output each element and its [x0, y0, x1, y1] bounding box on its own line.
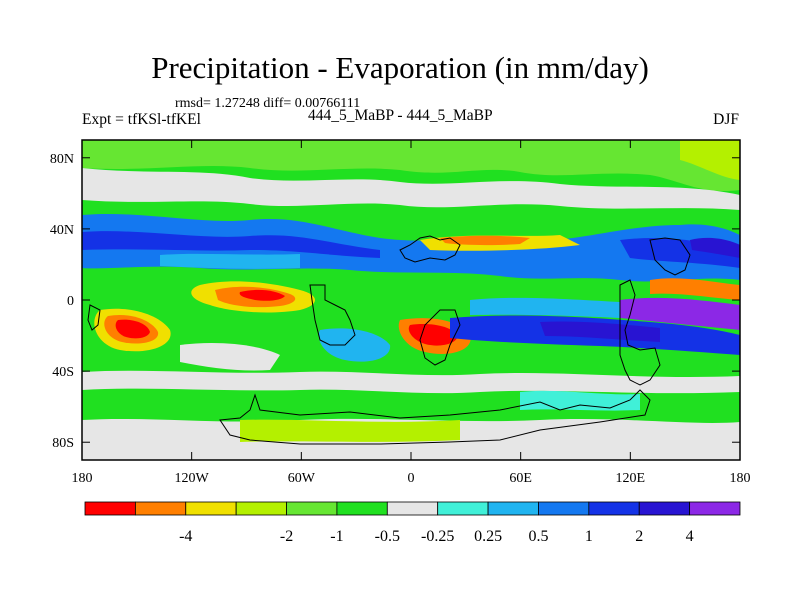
- lat-tick-label: 80N: [50, 152, 74, 167]
- colorbar-label: -4: [179, 528, 192, 545]
- experiment-name: 444_5_MaBP - 444_5_MaBP: [308, 107, 493, 124]
- longitude-axis: 180 120W 60W 0 60E 120E 180: [72, 140, 751, 486]
- lat-tick-label: 40S: [52, 365, 74, 380]
- colorbar-box: [638, 501, 691, 516]
- lon-tick-label: 180: [72, 471, 93, 486]
- season-label: DJF: [713, 111, 739, 128]
- colorbar-label: 0.5: [528, 528, 548, 545]
- colorbar-box: [185, 501, 237, 516]
- lat-tick-label: 40N: [50, 223, 74, 238]
- colorbar-label: 2: [635, 528, 643, 545]
- colorbar-box: [336, 501, 388, 516]
- colorbar-box: [538, 501, 590, 516]
- experiment-label: Expt = tfKSl-tfKEl: [82, 111, 201, 128]
- lon-tick-label: 60W: [288, 471, 316, 486]
- latitude-axis: 80N 40N 0 40S 80S: [50, 152, 740, 451]
- lat-tick-label: 0: [67, 294, 74, 309]
- plot-title: Precipitation - Evaporation (in mm/day): [151, 50, 649, 85]
- colorbar-box: [134, 501, 187, 516]
- lat-tick-label: 80S: [52, 436, 74, 451]
- lon-tick-label: 120W: [175, 471, 210, 486]
- colorbar-label: -1: [330, 528, 343, 545]
- lon-tick-label: 120E: [616, 471, 646, 486]
- land-outlines: [87, 235, 691, 445]
- stats-line: rmsd= 1.27248 diff= 0.00766111: [175, 96, 361, 111]
- colorbar-box: [487, 501, 539, 516]
- colorbar-box: [588, 501, 640, 516]
- colorbar-label: -0.25: [421, 528, 454, 545]
- colorbar-label: -2: [280, 528, 293, 545]
- colorbar-box: [84, 501, 136, 516]
- colorbar-box: [689, 501, 741, 516]
- lon-tick-label: 60E: [509, 471, 532, 486]
- colorbar-box: [437, 501, 489, 516]
- colorbar-label: 1: [585, 528, 593, 545]
- lon-tick-label: 180: [730, 471, 751, 486]
- colorbar-box: [386, 501, 439, 516]
- colorbar: -4 -2 -1 -0.5 -0.25 0.25 0.5 1 2 4: [84, 501, 741, 545]
- colorbar-label: -0.5: [375, 528, 400, 545]
- map-field: [82, 140, 740, 460]
- lon-tick-label: 0: [408, 471, 415, 486]
- colorbar-label: 4: [686, 528, 694, 545]
- colorbar-box: [286, 501, 338, 516]
- colorbar-box: [235, 501, 287, 516]
- colorbar-label: 0.25: [474, 528, 502, 545]
